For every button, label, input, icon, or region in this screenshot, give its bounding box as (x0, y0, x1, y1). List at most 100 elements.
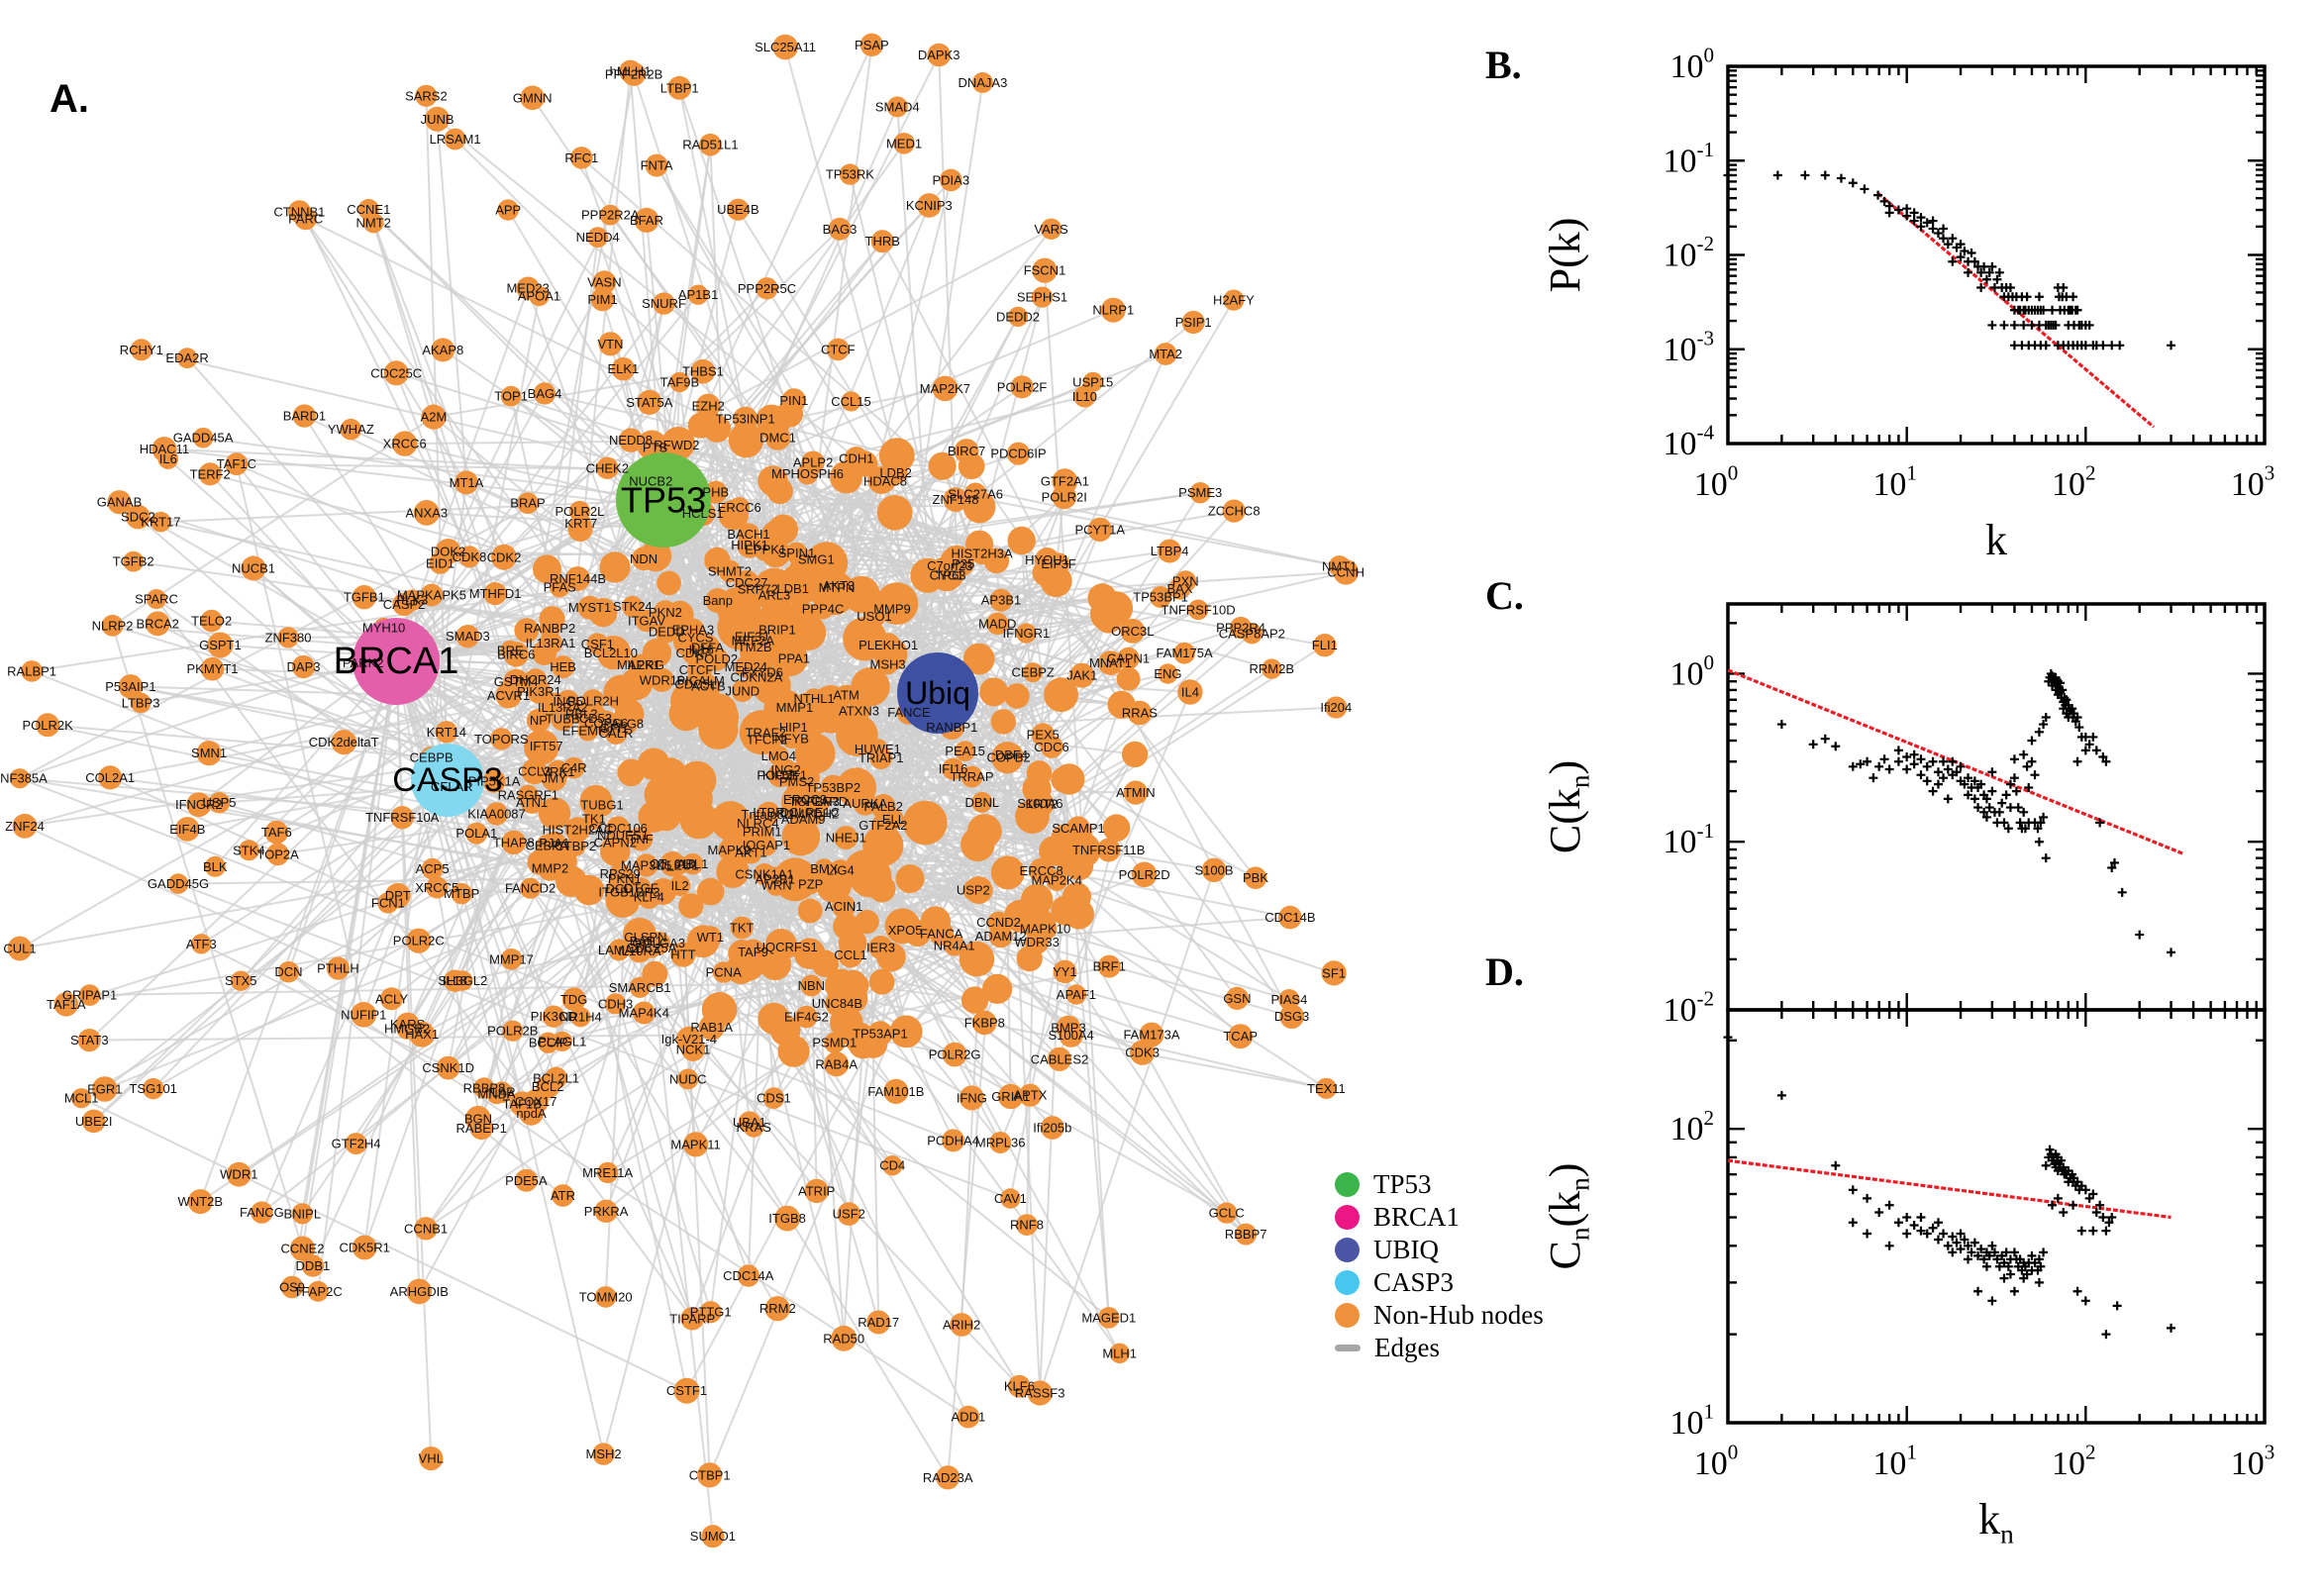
gene-node[interactable] (747, 578, 768, 600)
gene-node[interactable] (598, 332, 623, 356)
gene-node[interactable] (855, 909, 879, 935)
gene-node[interactable] (1139, 1022, 1164, 1047)
gene-node[interactable] (1056, 1015, 1081, 1041)
gene-node[interactable] (527, 679, 552, 704)
gene-node[interactable] (859, 33, 884, 56)
gene-node[interactable] (676, 1026, 702, 1052)
gene-node[interactable] (762, 1087, 785, 1109)
gene-node[interactable] (420, 583, 444, 607)
gene-node[interactable] (533, 554, 561, 584)
gene-node[interactable] (1054, 763, 1085, 795)
gene-node[interactable] (655, 620, 678, 644)
gene-node[interactable] (879, 596, 905, 622)
gene-node[interactable] (98, 765, 123, 790)
gene-node[interactable] (1090, 597, 1124, 632)
gene-node[interactable] (836, 684, 857, 705)
gene-node[interactable] (971, 71, 993, 93)
gene-node[interactable] (484, 802, 509, 826)
gene-node[interactable] (301, 1254, 325, 1277)
gene-node[interactable] (893, 133, 915, 154)
gene-node[interactable] (538, 797, 571, 830)
gene-node[interactable] (775, 936, 799, 959)
gene-node[interactable] (1053, 959, 1077, 984)
gene-node[interactable] (1328, 555, 1351, 577)
gene-node[interactable] (435, 721, 458, 744)
gene-node[interactable] (712, 961, 735, 983)
gene-node[interactable] (735, 655, 758, 678)
gene-node[interactable] (1018, 1083, 1042, 1107)
gene-node[interactable] (604, 722, 628, 745)
gene-node[interactable] (1096, 838, 1121, 862)
gene-node[interactable] (882, 1155, 903, 1176)
gene-node[interactable] (345, 1133, 367, 1155)
gene-node[interactable] (826, 572, 852, 598)
gene-node[interactable] (673, 1377, 700, 1404)
gene-node[interactable] (781, 388, 806, 413)
gene-node[interactable] (1029, 791, 1055, 817)
gene-node[interactable] (1097, 954, 1121, 978)
gene-node[interactable] (570, 147, 593, 169)
gene-node[interactable] (903, 800, 948, 846)
gene-node[interactable] (979, 677, 1009, 707)
gene-node[interactable] (790, 615, 827, 650)
gene-node[interactable] (733, 406, 758, 432)
gene-node[interactable] (483, 582, 507, 606)
gene-node[interactable] (990, 709, 1016, 735)
gene-node[interactable] (962, 879, 984, 901)
gene-node[interactable] (419, 1446, 444, 1471)
gene-node[interactable] (989, 1132, 1012, 1153)
gene-node[interactable] (791, 808, 815, 832)
gene-node[interactable] (1102, 814, 1131, 842)
gene-node[interactable] (630, 877, 652, 899)
gene-node[interactable] (950, 1313, 973, 1337)
gene-node[interactable] (889, 1015, 923, 1048)
gene-node[interactable] (592, 270, 617, 294)
gene-node[interactable] (145, 611, 170, 637)
gene-node[interactable] (697, 1462, 723, 1488)
gene-node[interactable] (208, 792, 231, 814)
gene-node[interactable] (226, 1161, 252, 1187)
gene-node[interactable] (785, 542, 808, 564)
gene-node[interactable] (1044, 677, 1078, 713)
gene-node[interactable] (795, 1005, 818, 1029)
gene-node[interactable] (406, 1278, 433, 1305)
gene-node[interactable] (679, 801, 718, 840)
gene-node[interactable] (421, 857, 444, 880)
gene-node[interactable] (982, 973, 1013, 1004)
gene-node[interactable] (825, 991, 850, 1016)
gene-node[interactable] (435, 539, 461, 564)
gene-node[interactable] (1223, 289, 1245, 311)
gene-node[interactable] (107, 490, 132, 515)
gene-node[interactable] (383, 360, 409, 386)
gene-node[interactable] (291, 1203, 313, 1225)
gene-node[interactable] (957, 1405, 980, 1429)
gene-node[interactable] (1010, 375, 1034, 399)
gene-node[interactable] (1063, 898, 1094, 930)
gene-node[interactable] (455, 625, 480, 648)
gene-node[interactable] (727, 198, 750, 221)
hub-node-ubiq[interactable] (897, 652, 978, 734)
gene-node[interactable] (1131, 861, 1158, 888)
gene-node[interactable] (36, 713, 60, 738)
gene-node[interactable] (1004, 683, 1030, 709)
gene-node[interactable] (862, 825, 904, 866)
gene-node[interactable] (465, 822, 488, 845)
gene-node[interactable] (594, 1199, 618, 1224)
gene-node[interactable] (683, 1132, 709, 1157)
gene-node[interactable] (960, 765, 983, 788)
gene-node[interactable] (543, 1005, 565, 1028)
gene-node[interactable] (1189, 482, 1211, 504)
gene-node[interactable] (866, 1310, 891, 1335)
gene-node[interactable] (1216, 1202, 1238, 1224)
gene-node[interactable] (813, 858, 835, 879)
gene-node[interactable] (587, 227, 609, 249)
gene-node[interactable] (650, 667, 674, 692)
gene-node[interactable] (292, 404, 317, 428)
gene-node[interactable] (1065, 984, 1087, 1005)
gene-node[interactable] (573, 874, 605, 906)
gene-node[interactable] (500, 385, 522, 407)
gene-node[interactable] (871, 813, 895, 838)
gene-node[interactable] (886, 96, 908, 118)
gene-node[interactable] (942, 1042, 967, 1067)
gene-node[interactable] (491, 1081, 513, 1103)
